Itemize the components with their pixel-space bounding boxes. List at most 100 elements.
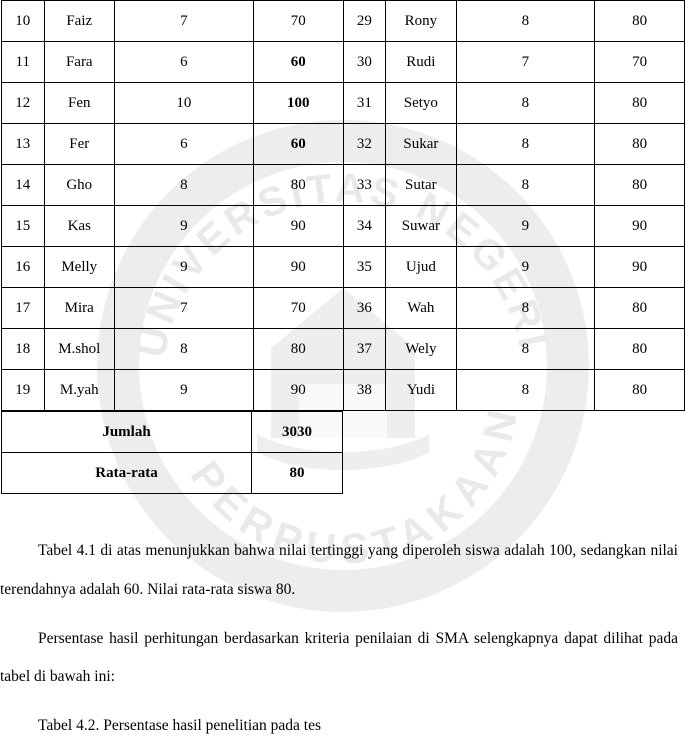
cell-no-a: 10 xyxy=(2,1,45,42)
cell-mark-b: 9 xyxy=(456,247,595,288)
cell-score-b: 90 xyxy=(595,247,685,288)
table-row: 15Kas99034Suwar990 xyxy=(2,206,685,247)
cell-name-a: Fen xyxy=(44,83,115,124)
cell-score-a: 90 xyxy=(253,247,343,288)
table-row: 12Fen1010031Setyo880 xyxy=(2,83,685,124)
cell-no-b: 38 xyxy=(343,370,386,411)
table-row: 18M.shol88037Wely880 xyxy=(2,329,685,370)
cell-mark-b: 8 xyxy=(456,124,595,165)
cell-score-b: 70 xyxy=(595,42,685,83)
cell-no-a: 15 xyxy=(2,206,45,247)
cell-no-a: 17 xyxy=(2,288,45,329)
cell-name-b: Wely xyxy=(386,329,456,370)
cell-no-b: 33 xyxy=(343,165,386,206)
cell-mark-b: 8 xyxy=(456,165,595,206)
cell-mark-a: 6 xyxy=(115,42,254,83)
cell-no-a: 12 xyxy=(2,83,45,124)
cell-name-b: Sukar xyxy=(386,124,456,165)
cell-name-a: Fara xyxy=(44,42,115,83)
jumlah-value: 3030 xyxy=(252,412,343,453)
cell-score-b: 80 xyxy=(595,165,685,206)
cell-name-b: Ujud xyxy=(386,247,456,288)
cell-score-b: 80 xyxy=(595,288,685,329)
cell-mark-a: 7 xyxy=(115,1,254,42)
cell-score-b: 80 xyxy=(595,1,685,42)
cell-score-a: 90 xyxy=(253,370,343,411)
table-row: 10Faiz77029Rony880 xyxy=(2,1,685,42)
cell-score-b: 80 xyxy=(595,83,685,124)
table-row: 14Gho88033Sutar880 xyxy=(2,165,685,206)
cell-no-b: 34 xyxy=(343,206,386,247)
cell-mark-b: 8 xyxy=(456,329,595,370)
cell-mark-a: 8 xyxy=(115,329,254,370)
cell-name-a: Fer xyxy=(44,124,115,165)
cell-score-a: 70 xyxy=(253,1,343,42)
cell-mark-a: 9 xyxy=(115,247,254,288)
cell-mark-a: 7 xyxy=(115,288,254,329)
cell-name-a: Mira xyxy=(44,288,115,329)
summary-row-jumlah: Jumlah 3030 xyxy=(2,412,343,453)
cell-mark-b: 8 xyxy=(456,83,595,124)
cell-name-a: M.shol xyxy=(44,329,115,370)
cell-name-b: Wah xyxy=(386,288,456,329)
cell-name-a: Faiz xyxy=(44,1,115,42)
cell-no-b: 36 xyxy=(343,288,386,329)
cell-mark-a: 8 xyxy=(115,165,254,206)
cell-score-a: 90 xyxy=(253,206,343,247)
cell-no-b: 31 xyxy=(343,83,386,124)
table-row: 17Mira77036Wah880 xyxy=(2,288,685,329)
cell-score-b: 80 xyxy=(595,124,685,165)
cell-score-a: 60 xyxy=(253,124,343,165)
cell-name-a: Kas xyxy=(44,206,115,247)
paragraph-1: Tabel 4.1 di atas menunjukkan bahwa nila… xyxy=(0,532,678,610)
cell-score-a: 80 xyxy=(253,165,343,206)
cell-name-b: Suwar xyxy=(386,206,456,247)
cell-no-a: 14 xyxy=(2,165,45,206)
cell-name-a: M.yah xyxy=(44,370,115,411)
summary-row-rata: Rata-rata 80 xyxy=(2,453,343,494)
cell-no-b: 30 xyxy=(343,42,386,83)
cell-no-b: 35 xyxy=(343,247,386,288)
cell-score-b: 80 xyxy=(595,370,685,411)
body-text: Tabel 4.1 di atas menunjukkan bahwa nila… xyxy=(0,532,686,746)
cell-name-b: Sutar xyxy=(386,165,456,206)
cell-name-b: Setyo xyxy=(386,83,456,124)
cell-no-b: 37 xyxy=(343,329,386,370)
cell-no-b: 29 xyxy=(343,1,386,42)
cell-score-a: 80 xyxy=(253,329,343,370)
cell-no-a: 16 xyxy=(2,247,45,288)
cell-score-a: 70 xyxy=(253,288,343,329)
score-table: 10Faiz77029Rony88011Fara66030Rudi77012Fe… xyxy=(1,0,685,411)
table-row: 13Fer66032Sukar880 xyxy=(2,124,685,165)
table-row: 16Melly99035Ujud990 xyxy=(2,247,685,288)
rata-value: 80 xyxy=(252,453,343,494)
cell-score-b: 80 xyxy=(595,329,685,370)
cell-no-a: 13 xyxy=(2,124,45,165)
cell-mark-b: 8 xyxy=(456,288,595,329)
summary-table: Jumlah 3030 Rata-rata 80 xyxy=(1,411,343,494)
cell-name-a: Gho xyxy=(44,165,115,206)
cell-mark-b: 7 xyxy=(456,42,595,83)
cell-score-a: 60 xyxy=(253,42,343,83)
paragraph-2: Persentase hasil perhitungan berdasarkan… xyxy=(0,620,678,698)
cell-no-b: 32 xyxy=(343,124,386,165)
jumlah-label: Jumlah xyxy=(2,412,252,453)
paragraph-3: Tabel 4.2. Persentase hasil penelitian p… xyxy=(0,707,678,746)
cell-name-b: Rudi xyxy=(386,42,456,83)
cell-mark-a: 6 xyxy=(115,124,254,165)
cell-mark-a: 10 xyxy=(115,83,254,124)
rata-label: Rata-rata xyxy=(2,453,252,494)
cell-no-a: 18 xyxy=(2,329,45,370)
table-row: 11Fara66030Rudi770 xyxy=(2,42,685,83)
cell-score-b: 90 xyxy=(595,206,685,247)
cell-mark-b: 9 xyxy=(456,206,595,247)
table-row: 19M.yah99038Yudi880 xyxy=(2,370,685,411)
cell-name-b: Yudi xyxy=(386,370,456,411)
cell-mark-b: 8 xyxy=(456,1,595,42)
cell-score-a: 100 xyxy=(253,83,343,124)
cell-no-a: 11 xyxy=(2,42,45,83)
cell-mark-b: 8 xyxy=(456,370,595,411)
cell-name-a: Melly xyxy=(44,247,115,288)
cell-mark-a: 9 xyxy=(115,206,254,247)
cell-mark-a: 9 xyxy=(115,370,254,411)
